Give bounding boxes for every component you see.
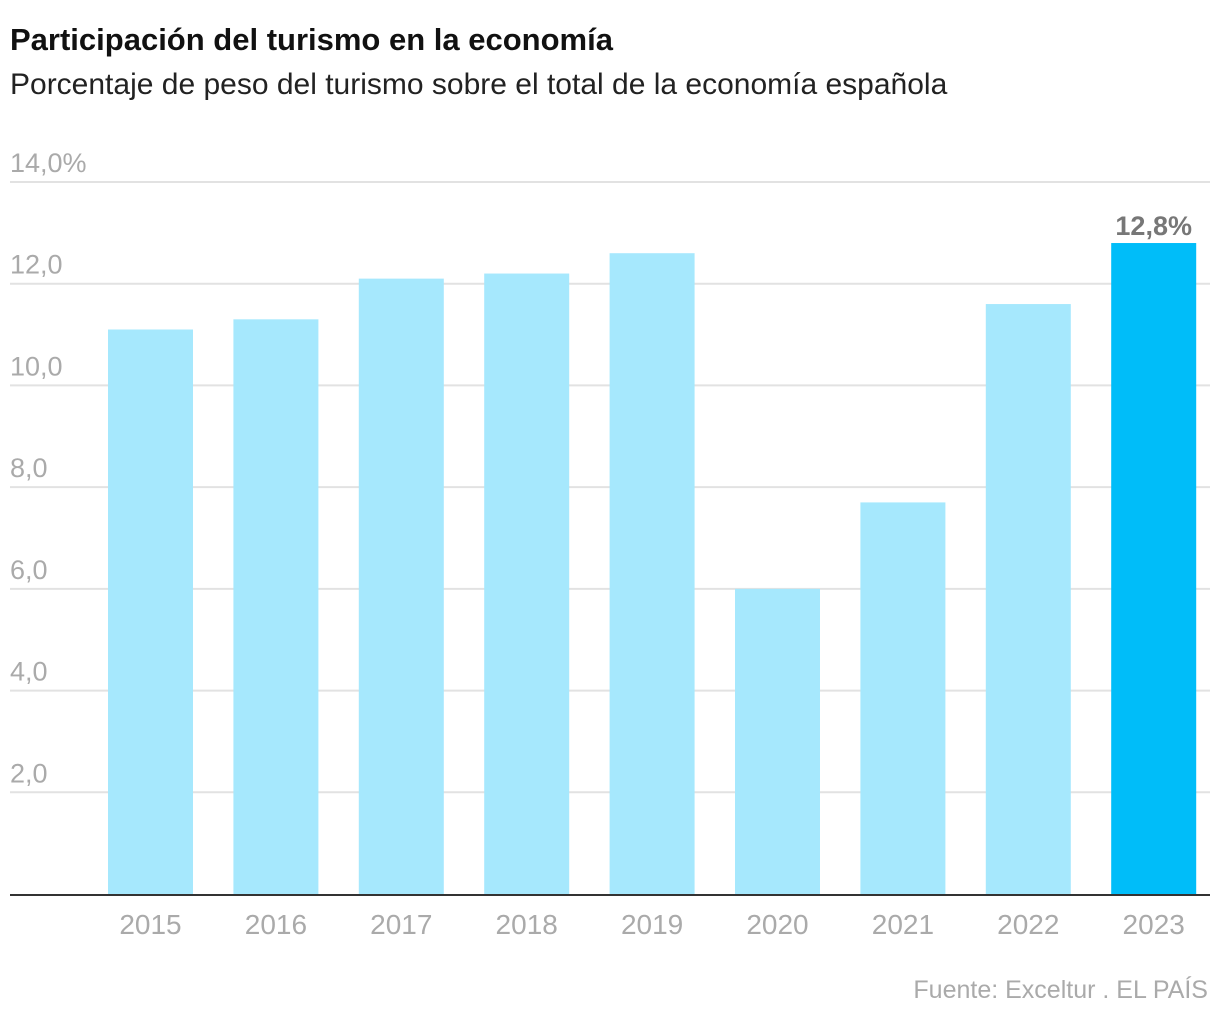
bar-2015	[108, 329, 193, 894]
x-tick-label: 2020	[746, 909, 808, 940]
bar-2023	[1111, 243, 1197, 894]
bars	[108, 243, 1197, 895]
x-tick-label: 2015	[119, 909, 181, 940]
x-tick-label: 2021	[872, 909, 934, 940]
y-tick-label: 2,0	[10, 758, 48, 788]
bar-2020	[735, 588, 820, 894]
y-tick-label: 4,0	[10, 657, 48, 687]
x-tick-label: 2018	[496, 909, 558, 940]
data-label-2023: 12,8%	[1115, 211, 1192, 241]
x-tick-label: 2019	[621, 909, 683, 940]
x-tick-label: 2016	[245, 909, 307, 940]
source-credit: Fuente: Exceltur . EL PAÍS	[913, 976, 1208, 1004]
bar-2018	[484, 273, 570, 894]
bar-2022	[985, 304, 1071, 894]
x-tick-label: 2023	[1123, 909, 1185, 940]
chart-title: Participación del turismo en la economía	[10, 22, 613, 57]
y-axis-ticks: 2,0 4,0 6,0 8,0 10,0 12,0 14,0%	[10, 148, 87, 788]
y-tick-label: 10,0	[10, 351, 63, 381]
y-tick-label: 12,0	[10, 250, 63, 280]
bar-2021	[860, 502, 946, 894]
y-tick-label: 14,0%	[10, 148, 87, 178]
y-tick-label: 8,0	[10, 453, 48, 483]
bar-2019	[609, 253, 695, 894]
x-axis-ticks: 2015 2016 2017 2018 2019 2020 2021 2022 2023	[119, 909, 1184, 940]
bar-2016	[233, 319, 319, 894]
y-tick-label: 6,0	[10, 555, 48, 585]
chart-subtitle: Porcentaje de peso del turismo sobre el …	[10, 68, 948, 101]
data-labels: 12,8%	[1115, 211, 1192, 241]
bar-2017	[358, 278, 444, 895]
x-tick-label: 2017	[370, 909, 432, 940]
x-tick-label: 2022	[997, 909, 1059, 940]
